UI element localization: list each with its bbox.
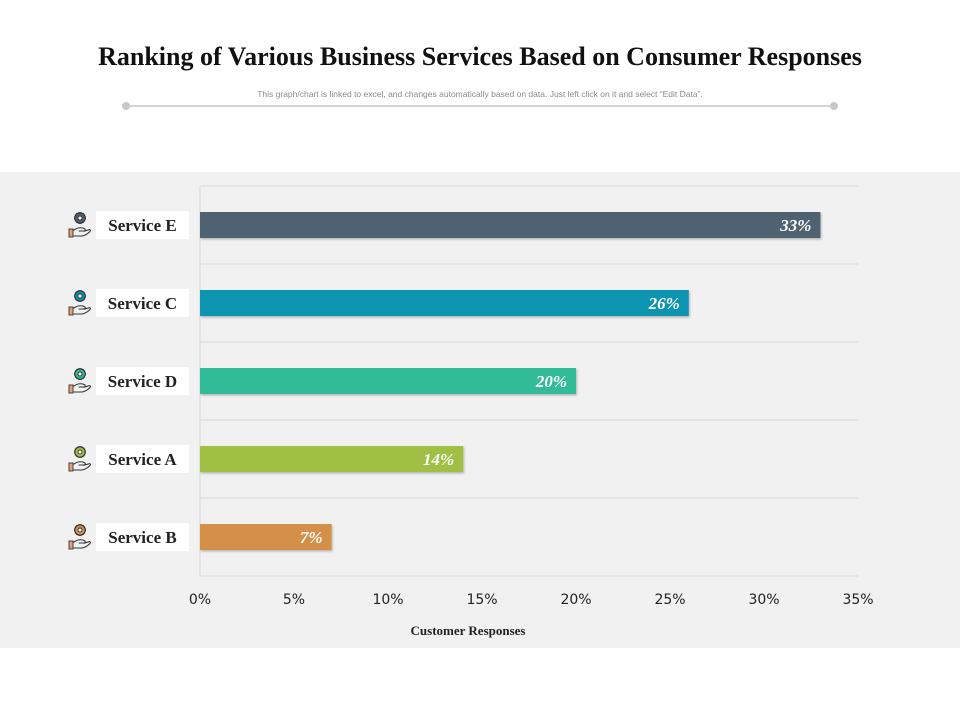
x-axis-title: Customer Responses: [411, 623, 526, 638]
bar-service-e[interactable]: [200, 212, 821, 238]
category-label-box: [96, 211, 189, 239]
category-label-service-d: Service D: [108, 372, 177, 391]
bar-service-a[interactable]: [200, 446, 464, 472]
x-tick-label: 30%: [748, 592, 779, 608]
gear-hub: [77, 293, 83, 299]
category-label-service-c: Service C: [108, 294, 177, 313]
gear-on-hand-icon: [68, 446, 91, 472]
bar-layer: 33% 26% 20% 14% 7%: [200, 212, 821, 550]
hand-cuff: [68, 228, 74, 238]
gear-hub: [77, 371, 83, 377]
gear-hub: [77, 527, 83, 533]
divider-dot-left: [122, 102, 130, 110]
hand-cuff: [68, 306, 74, 316]
chart-subtitle: This graph/chart is linked to excel, and…: [257, 89, 703, 99]
bar-service-b[interactable]: [200, 524, 332, 550]
gear-on-hand-icon: [68, 212, 91, 238]
hand-cuff: [68, 384, 74, 394]
bar-service-c[interactable]: [200, 290, 689, 316]
x-axis-tick-layer: 0% 5% 10% 15% 20% 25% 30% 35%: [189, 592, 874, 608]
category-label-box: [96, 523, 189, 551]
gear-on-hand-icon: [68, 368, 91, 394]
hand-outline: [69, 539, 91, 549]
gear-on-hand-icon: [68, 290, 91, 316]
title-divider: [126, 105, 834, 107]
hand-outline: [69, 383, 91, 393]
x-tick-label: 0%: [189, 592, 211, 608]
bar-service-d[interactable]: [200, 368, 576, 394]
data-label-service-a: 14%: [423, 450, 454, 469]
chart-panel: [0, 172, 960, 648]
hand-outline: [69, 227, 91, 237]
category-label-service-b: Service B: [108, 528, 176, 547]
data-label-service-d: 20%: [535, 372, 567, 391]
category-label-service-e: Service E: [108, 216, 176, 235]
hand-outline: [69, 305, 91, 315]
gear-hub: [77, 215, 83, 221]
x-tick-label: 20%: [560, 592, 591, 608]
gear-on-hand-icon: [68, 524, 91, 550]
x-tick-label: 5%: [283, 592, 305, 608]
chart-title: Ranking of Various Business Services Bas…: [98, 42, 862, 71]
hand-cuff: [68, 540, 74, 550]
gear-hub: [77, 449, 83, 455]
hand-cuff: [68, 462, 74, 472]
x-tick-label: 10%: [372, 592, 403, 608]
data-label-service-e: 33%: [779, 216, 811, 235]
category-label-box: [96, 445, 189, 473]
divider-dot-right: [830, 102, 838, 110]
data-label-service-b: 7%: [300, 528, 323, 547]
x-tick-label: 15%: [466, 592, 497, 608]
category-label-box: [96, 289, 189, 317]
x-tick-label: 25%: [654, 592, 685, 608]
category-label-layer: Service E Service C Service D Service A Serv…: [68, 211, 189, 551]
category-label-box: [96, 367, 189, 395]
category-label-service-a: Service A: [108, 450, 177, 469]
x-tick-label: 35%: [842, 592, 873, 608]
data-label-service-c: 26%: [648, 294, 680, 313]
hand-outline: [69, 461, 91, 471]
